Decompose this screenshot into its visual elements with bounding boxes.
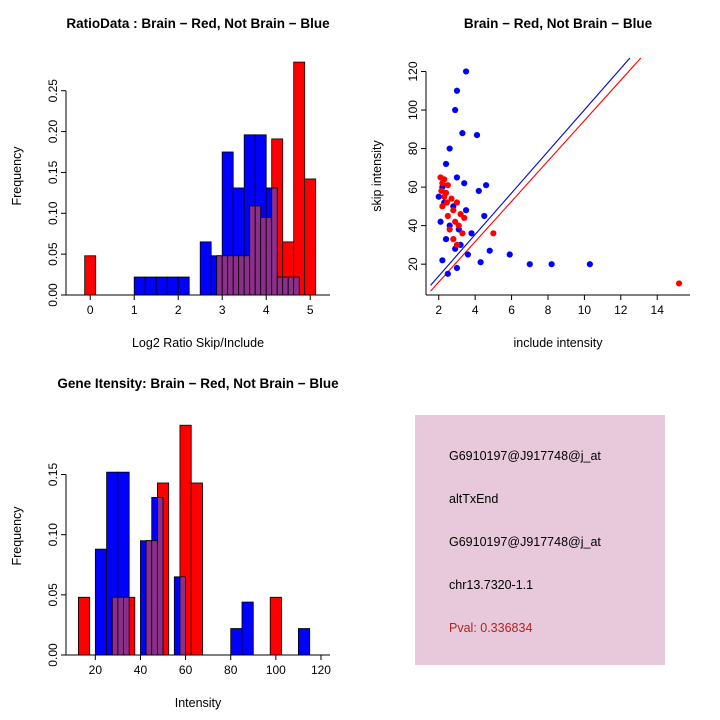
svg-text:14: 14 xyxy=(651,303,665,317)
svg-text:12: 12 xyxy=(614,303,628,317)
panel-ratio-histogram: RatioData : Brain − Red, Not Brain − Blu… xyxy=(0,0,360,360)
svg-text:0.15: 0.15 xyxy=(46,160,60,184)
svg-text:40: 40 xyxy=(134,663,148,677)
svg-text:0.10: 0.10 xyxy=(46,523,60,547)
panel-intensity-scatter: Brain − Red, Not Brain − Blue skip inten… xyxy=(360,0,720,360)
svg-text:1: 1 xyxy=(131,303,138,317)
splice-event-type: altTxEnd xyxy=(449,492,499,506)
ratio-histogram-xlabel: Log2 Ratio Skip/Include xyxy=(131,336,265,350)
svg-text:20: 20 xyxy=(406,257,420,271)
pval-text: Pval: 0.336834 xyxy=(449,621,533,635)
panel-gene-histogram: Gene Itensity: Brain − Red, Not Brain − … xyxy=(0,360,360,720)
svg-text:120: 120 xyxy=(311,663,331,677)
svg-text:4: 4 xyxy=(263,303,270,317)
svg-text:5: 5 xyxy=(307,303,314,317)
gene-histogram-plot: 20 40 60 80 100 120 0.00 0.05 0.10 0.15 xyxy=(46,424,331,677)
svg-text:10: 10 xyxy=(578,303,592,317)
svg-text:0.05: 0.05 xyxy=(46,583,60,607)
svg-text:0.15: 0.15 xyxy=(46,463,60,487)
svg-text:100: 100 xyxy=(266,663,286,677)
chromosome-location: chr13.7320-1.1 xyxy=(449,578,534,592)
panel-gene-info: G6910197@J917748@j_at altTxEnd G6910197@… xyxy=(360,360,720,720)
svg-text:80: 80 xyxy=(224,663,238,677)
gene-probe-id: G6910197@J917748@j_at xyxy=(449,449,601,463)
svg-text:60: 60 xyxy=(406,180,420,194)
gene-info-box: G6910197@J917748@j_at altTxEnd G6910197@… xyxy=(415,415,665,665)
svg-text:0.10: 0.10 xyxy=(46,201,60,225)
scatter-xlabel: include intensity xyxy=(513,336,603,350)
gene-probe-id-repeat: G6910197@J917748@j_at xyxy=(449,535,601,549)
svg-text:0.25: 0.25 xyxy=(46,79,60,103)
svg-text:120: 120 xyxy=(406,61,420,81)
svg-text:0.00: 0.00 xyxy=(46,283,60,307)
svg-text:0.00: 0.00 xyxy=(46,643,60,667)
svg-text:0.20: 0.20 xyxy=(46,120,60,144)
intensity-scatter-plot: 2 4 6 8 10 12 14 20 40 60 80 100 120 xyxy=(406,57,690,317)
svg-text:80: 80 xyxy=(406,142,420,156)
svg-text:0.05: 0.05 xyxy=(46,242,60,266)
ratio-histogram-plot: 0 1 2 3 4 5 0.00 0.05 0.10 0.15 0.20 0.25 xyxy=(46,61,330,317)
svg-text:100: 100 xyxy=(406,100,420,120)
svg-text:6: 6 xyxy=(508,303,515,317)
svg-text:2: 2 xyxy=(435,303,442,317)
svg-text:0: 0 xyxy=(87,303,94,317)
svg-text:2: 2 xyxy=(175,303,182,317)
svg-text:3: 3 xyxy=(219,303,226,317)
svg-text:20: 20 xyxy=(89,663,103,677)
svg-text:60: 60 xyxy=(179,663,193,677)
svg-text:40: 40 xyxy=(406,219,420,233)
scatter-title: Brain − Red, Not Brain − Blue xyxy=(463,16,653,31)
ratio-histogram-title: RatioData : Brain − Red, Not Brain − Blu… xyxy=(66,16,330,31)
svg-text:8: 8 xyxy=(545,303,552,317)
gene-histogram-title: Gene Itensity: Brain − Red, Not Brain − … xyxy=(57,376,339,391)
gene-histogram-xlabel: Intensity xyxy=(174,696,222,710)
svg-text:4: 4 xyxy=(472,303,479,317)
